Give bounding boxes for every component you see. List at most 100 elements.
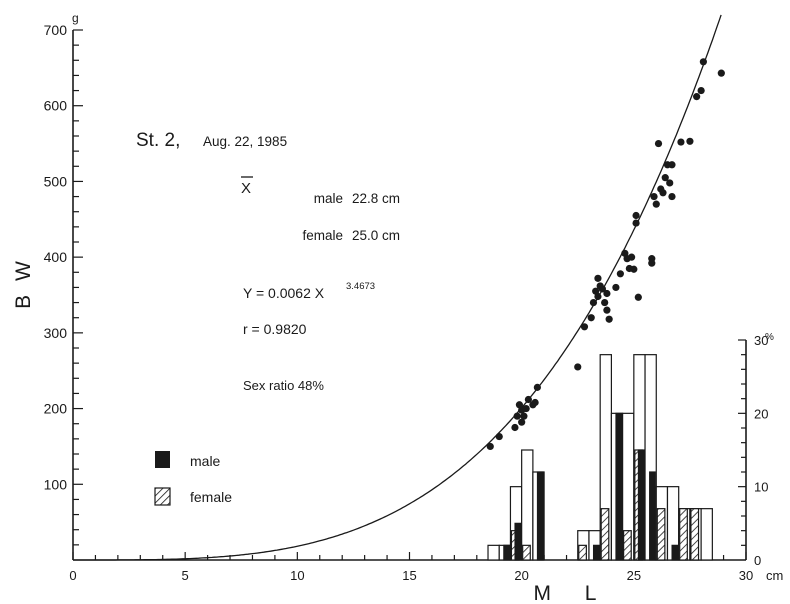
legend-label-male: male [190, 453, 221, 469]
histogram-female-bar [656, 508, 666, 561]
data-point [580, 323, 589, 331]
percent-axis-unit: % [765, 332, 774, 343]
mean-symbol: X [241, 180, 251, 197]
data-point [511, 423, 519, 432]
data-point [524, 395, 532, 404]
histogram-male-bar [514, 522, 522, 561]
data-point [513, 412, 521, 420]
data-point [589, 298, 598, 307]
data-point [627, 253, 636, 261]
correlation-value: r = 0.9820 [243, 321, 307, 337]
scatter-points [486, 58, 725, 451]
x-axis-label: M L [533, 582, 610, 604]
x-tick-label: 20 [514, 568, 528, 583]
x-tick-label: 0 [69, 568, 76, 583]
data-point [601, 298, 609, 307]
data-point [616, 270, 624, 278]
histogram-female-bar [600, 508, 610, 561]
histogram-female-bar [679, 508, 688, 561]
data-point [594, 292, 602, 301]
legend-swatch-male [155, 451, 170, 468]
data-point [650, 192, 658, 201]
regression-exponent: 3.4673 [346, 281, 375, 292]
histogram-total-bar [487, 544, 500, 561]
histogram-male-bar [649, 471, 656, 561]
histogram-female-bar [522, 544, 531, 561]
male-mean-label: male [314, 191, 343, 206]
data-point [668, 192, 676, 201]
y-tick-label: 600 [44, 98, 68, 114]
y-axis-unit: g [72, 11, 79, 25]
data-point [594, 274, 602, 282]
histogram-total-bar [521, 449, 534, 561]
y-tick-label: 400 [44, 249, 68, 265]
histogram-group [487, 354, 713, 561]
data-point [598, 285, 607, 293]
x-axis-unit: cm [766, 568, 783, 583]
data-point [666, 179, 674, 187]
percent-tick-label: 0 [754, 553, 761, 568]
x-tick-label: 10 [290, 568, 304, 583]
data-point [587, 314, 595, 322]
female-mean-value: 25.0 cm [352, 228, 400, 243]
histogram-male-bar [592, 544, 600, 561]
data-point [693, 93, 701, 101]
data-point [717, 69, 725, 77]
legend-swatch-female [154, 487, 171, 506]
y-tick-label: 500 [44, 173, 68, 189]
percent-tick-label: 10 [754, 480, 768, 495]
male-mean-value: 22.8 cm [352, 191, 400, 206]
data-point [630, 265, 638, 273]
x-tick-label: 15 [402, 568, 416, 583]
data-point [603, 289, 611, 298]
sex-ratio: Sex ratio 48% [243, 378, 324, 393]
data-point [486, 442, 494, 451]
data-point [612, 283, 620, 292]
regression-equation: Y = 0.0062 X [243, 285, 325, 301]
legend: male female [154, 451, 232, 506]
data-point [697, 86, 705, 95]
data-point [648, 259, 656, 267]
y-tick-label: 700 [44, 22, 68, 38]
histogram-male-bar [536, 471, 544, 561]
data-point [531, 398, 539, 407]
data-point [668, 161, 676, 169]
chart-date: Aug. 22, 1985 [203, 134, 287, 149]
histogram-female-bar [623, 530, 632, 561]
regression-curve [73, 14, 722, 561]
data-point [632, 219, 640, 227]
histogram-male-bar [503, 544, 511, 561]
data-point [533, 383, 541, 391]
y-tick-label: 200 [44, 401, 68, 417]
data-point [686, 137, 694, 145]
percent-tick-label: 20 [754, 406, 768, 421]
data-point [659, 189, 667, 197]
histogram-male-bar [671, 544, 679, 561]
histogram-female-bar [578, 544, 587, 561]
histogram-male-bar [615, 412, 623, 561]
data-point [520, 412, 528, 420]
data-point [522, 404, 530, 413]
percent-axis-ticks: 0 10 20 30 [738, 333, 768, 568]
histogram-male-bar [637, 449, 645, 561]
female-mean-label: female [302, 228, 343, 243]
y-axis-ticks: 100 200 300 400 500 600 700 [44, 22, 83, 546]
data-point [603, 306, 611, 314]
data-point [661, 174, 669, 182]
x-tick-label: 30 [739, 568, 753, 583]
data-point [634, 293, 642, 301]
data-point [699, 58, 707, 66]
x-tick-label: 5 [182, 568, 189, 583]
data-point [652, 200, 660, 208]
data-point [632, 211, 640, 220]
y-tick-label: 300 [44, 325, 68, 341]
histogram-total-bar [700, 508, 713, 561]
y-axis-label: B W [12, 257, 35, 309]
data-point [495, 432, 503, 441]
data-point [677, 138, 685, 146]
y-tick-label: 100 [44, 476, 68, 492]
x-tick-label: 25 [627, 568, 641, 583]
legend-label-female: female [190, 489, 232, 505]
data-point [654, 139, 663, 148]
